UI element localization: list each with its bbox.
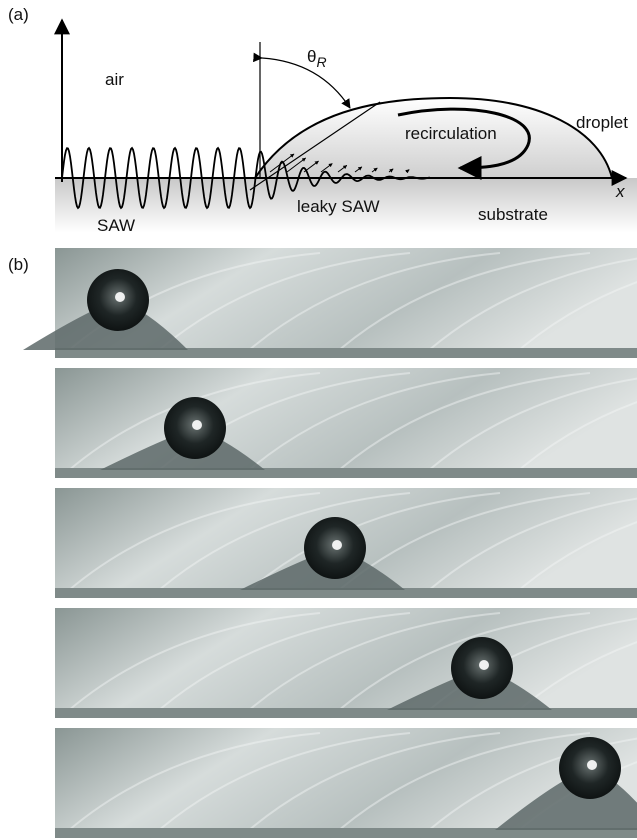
x-label: x (615, 182, 625, 201)
photo-frame (23, 248, 637, 358)
figure: (a) air θR recirculation droplet x SAW l… (0, 0, 637, 840)
photo-frame (55, 728, 637, 838)
recirculation-label: recirculation (405, 124, 497, 143)
saw-label: SAW (97, 216, 135, 235)
highlight (115, 292, 125, 302)
highlight (332, 540, 342, 550)
theta: θ (307, 47, 316, 66)
panel-label: (a) (8, 5, 29, 24)
leaky-saw-label: leaky SAW (297, 197, 380, 216)
highlight (192, 420, 202, 430)
photo-frame (55, 608, 637, 718)
theta-label: θR (307, 47, 327, 70)
highlight (479, 660, 489, 670)
highlight (587, 760, 597, 770)
angle-arc (262, 58, 350, 108)
photo-bg (55, 608, 637, 718)
photo-frame (55, 368, 637, 478)
substrate-label: substrate (478, 205, 548, 224)
panel-label: (b) (8, 255, 29, 274)
photo-frame (55, 488, 637, 598)
air-label: air (105, 70, 124, 89)
photo-sequence (23, 248, 637, 838)
droplet-label: droplet (576, 113, 628, 132)
theta-sub: R (316, 54, 326, 70)
